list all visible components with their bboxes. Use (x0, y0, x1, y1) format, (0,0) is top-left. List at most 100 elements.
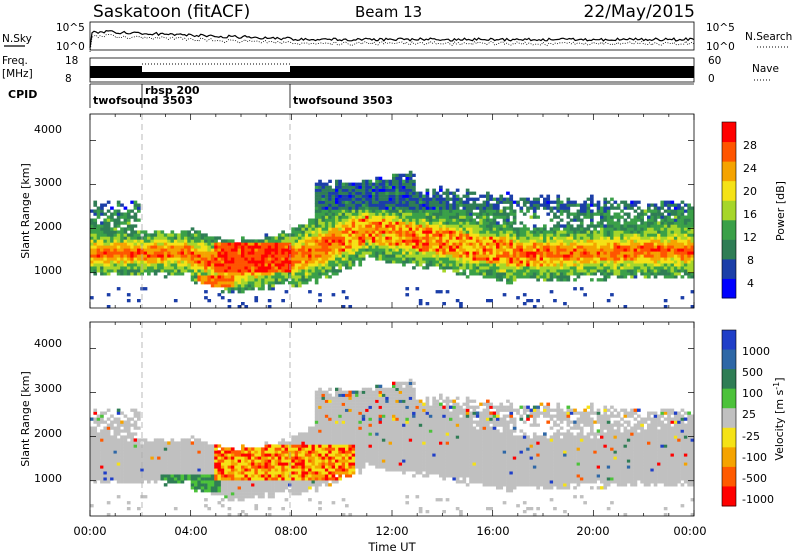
power-cell (593, 242, 597, 246)
power-cell (321, 245, 326, 249)
power-cell (465, 233, 470, 237)
power-cell (368, 209, 373, 213)
power-cell (227, 242, 232, 246)
power-cell (569, 233, 574, 237)
power-cell (331, 200, 336, 204)
velocity-cell (100, 474, 104, 478)
velocity-cell (120, 435, 124, 439)
power-cell (637, 236, 641, 240)
power-cell (673, 254, 678, 258)
power-cell (590, 212, 594, 216)
power-cell (673, 245, 678, 249)
power-cell (667, 251, 671, 255)
power-cell (335, 194, 339, 198)
power-cell (281, 260, 285, 264)
power-cell (643, 248, 648, 252)
power-cell (398, 185, 403, 189)
velocity-cell (116, 417, 121, 421)
power-cell (425, 233, 430, 237)
power-cell (536, 248, 540, 252)
velocity-cell (96, 462, 101, 466)
power-cell (425, 215, 430, 219)
power-cell (358, 206, 363, 210)
velocity-cell (137, 480, 141, 484)
power-cell (358, 245, 363, 249)
power-cell (687, 230, 691, 234)
power-cell (680, 266, 685, 270)
power-cell (482, 212, 487, 216)
power-cell (378, 197, 383, 201)
power-cell (492, 269, 497, 273)
power-cell (170, 269, 175, 273)
power-cell (546, 266, 551, 270)
power-cell (556, 251, 561, 255)
power-cell (341, 194, 346, 198)
power-cell (113, 209, 118, 213)
power-cell (657, 260, 661, 264)
power-cell (220, 257, 225, 261)
velocity-cell (190, 441, 195, 445)
velocity-cell (116, 474, 121, 478)
velocity-cell (190, 435, 195, 439)
power-cell (90, 248, 94, 252)
power-cell (388, 233, 393, 237)
power-cell (412, 203, 416, 207)
power-cell (365, 209, 369, 213)
power-cell (583, 272, 587, 276)
power-cell (371, 200, 376, 204)
power-cell (643, 272, 648, 276)
power-cell (670, 203, 675, 207)
power-cell (613, 242, 618, 246)
power-cell (566, 209, 571, 213)
power-cell (96, 242, 101, 246)
velocity-cell (204, 498, 208, 502)
power-cell (365, 182, 369, 186)
power-cell (412, 227, 416, 231)
velocity-cell (120, 444, 124, 448)
power-cell (546, 230, 551, 234)
power-cell (137, 209, 141, 213)
power-cell (294, 251, 299, 255)
velocity-cell (194, 441, 198, 445)
power-cell (445, 200, 450, 204)
power-cell (623, 200, 628, 204)
velocity-cell (227, 453, 232, 457)
velocity-cell (116, 423, 121, 427)
power-cell (301, 239, 306, 243)
power-cell (371, 197, 376, 201)
velocity-cell (157, 471, 161, 475)
power-cell (224, 251, 228, 255)
power-cell (291, 278, 295, 282)
power-cell (234, 242, 238, 246)
velocity-cell (214, 450, 218, 454)
velocity-cell (187, 465, 191, 469)
power-cell (482, 266, 487, 270)
power-cell (96, 230, 101, 234)
power-cell (573, 230, 577, 234)
power-cell (351, 263, 356, 267)
power-cell (663, 266, 668, 270)
power-cell (600, 227, 604, 231)
power-cell (566, 254, 571, 258)
power-cell (479, 212, 483, 216)
power-cell (100, 230, 104, 234)
power-cell (408, 194, 413, 198)
power-cell (492, 254, 497, 258)
power-cell (116, 239, 121, 243)
power-cell (348, 215, 353, 219)
velocity-cell (90, 444, 94, 448)
power-cell (247, 254, 252, 258)
power-cell (371, 218, 376, 222)
power-cell (425, 194, 430, 198)
power-cell (432, 251, 436, 255)
power-cell (385, 221, 389, 225)
power-cell (267, 242, 272, 246)
power-cell (502, 260, 507, 264)
power-cell (623, 260, 628, 264)
power-cell (506, 281, 510, 285)
power-cell (335, 245, 339, 249)
power-cell (388, 200, 393, 204)
power-cell (475, 248, 480, 252)
velocity-cell (230, 483, 235, 487)
power-cell (616, 260, 621, 264)
